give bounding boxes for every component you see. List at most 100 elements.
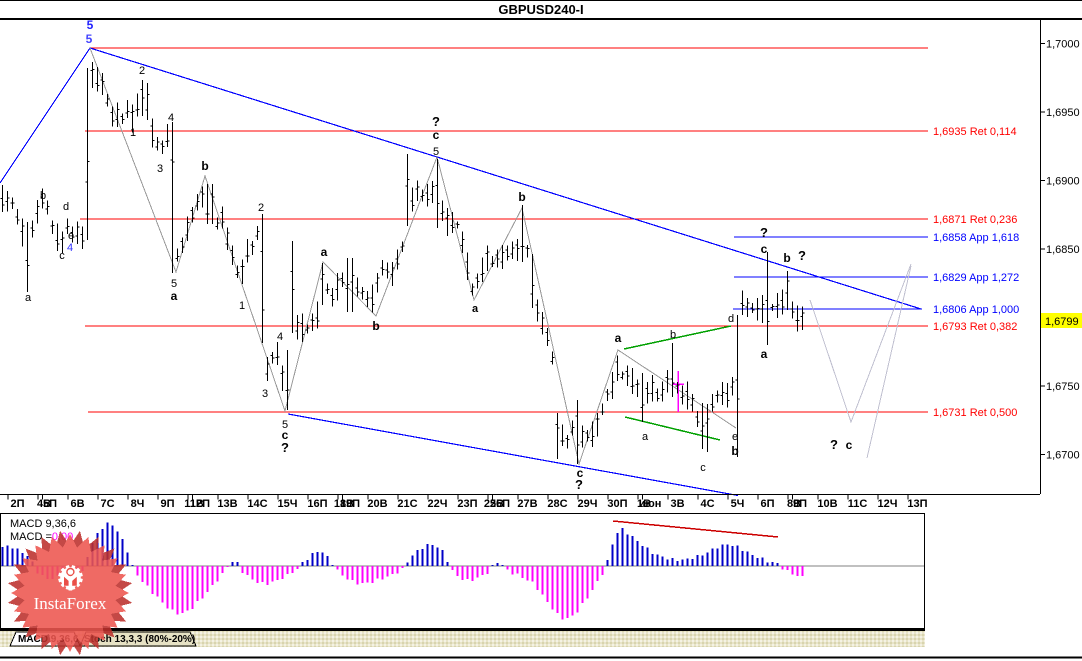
svg-text:GBPUSD240-I: GBPUSD240-I bbox=[498, 2, 583, 17]
svg-text:d: d bbox=[728, 313, 734, 325]
svg-text:1,6871 Ret 0,236: 1,6871 Ret 0,236 bbox=[933, 214, 1017, 226]
svg-text:1,6700: 1,6700 bbox=[1046, 450, 1080, 462]
svg-text:16П: 16П bbox=[307, 498, 327, 510]
svg-text:e: e bbox=[68, 230, 74, 242]
svg-text:5: 5 bbox=[171, 278, 177, 290]
svg-text:1: 1 bbox=[239, 300, 245, 312]
svg-text:e: e bbox=[732, 431, 738, 443]
svg-text:1,6850: 1,6850 bbox=[1046, 244, 1080, 256]
svg-text:22Ч: 22Ч bbox=[428, 498, 448, 510]
svg-text:c: c bbox=[761, 242, 768, 256]
svg-text:4: 4 bbox=[67, 242, 73, 254]
svg-text:b: b bbox=[731, 444, 738, 458]
svg-text:21С: 21С bbox=[397, 498, 417, 510]
svg-text:3: 3 bbox=[157, 163, 163, 175]
svg-text:?: ? bbox=[760, 225, 768, 240]
svg-text:c: c bbox=[282, 428, 289, 442]
svg-text:19П: 19П bbox=[340, 498, 360, 510]
svg-text:c: c bbox=[846, 438, 853, 452]
svg-text:12П: 12П bbox=[190, 498, 210, 510]
svg-text:4С: 4С bbox=[700, 498, 714, 510]
svg-text:c: c bbox=[700, 462, 706, 474]
svg-text:1,6950: 1,6950 bbox=[1046, 107, 1080, 119]
svg-text:5: 5 bbox=[433, 146, 439, 158]
svg-text:1,6806 App 1,000: 1,6806 App 1,000 bbox=[933, 304, 1019, 316]
svg-text:27В: 27В bbox=[517, 498, 537, 510]
svg-text:3В: 3В bbox=[670, 498, 684, 510]
svg-text:7С: 7С bbox=[100, 498, 114, 510]
svg-text:d: d bbox=[63, 201, 69, 213]
svg-text:29Ч: 29Ч bbox=[578, 498, 598, 510]
svg-text:1,6935 Ret 0,114: 1,6935 Ret 0,114 bbox=[933, 126, 1017, 138]
svg-text:28С: 28С bbox=[547, 498, 567, 510]
svg-text:InstaForex: InstaForex bbox=[34, 594, 107, 613]
svg-text:1,7000: 1,7000 bbox=[1046, 39, 1080, 51]
svg-text:4В: 4В bbox=[37, 498, 51, 510]
svg-text:b: b bbox=[783, 251, 790, 265]
svg-text:20В: 20В bbox=[367, 498, 387, 510]
svg-text:5Ч: 5Ч bbox=[731, 498, 745, 510]
svg-text:11В: 11В bbox=[184, 498, 204, 510]
svg-text:6В: 6В bbox=[70, 498, 84, 510]
svg-text:b: b bbox=[372, 319, 379, 333]
svg-text:1В: 1В bbox=[637, 498, 651, 510]
svg-text:30П: 30П bbox=[607, 498, 627, 510]
svg-text:26П: 26П bbox=[490, 498, 510, 510]
svg-text:a: a bbox=[615, 331, 622, 345]
svg-text:10В: 10В bbox=[817, 498, 837, 510]
svg-text:1,6900: 1,6900 bbox=[1046, 176, 1080, 188]
svg-text:MACD 9,36,6: MACD 9,36,6 bbox=[10, 518, 76, 530]
svg-text:9П: 9П bbox=[160, 498, 174, 510]
svg-text:a: a bbox=[761, 347, 768, 361]
svg-text:a: a bbox=[642, 431, 649, 443]
svg-text:?: ? bbox=[830, 437, 838, 452]
svg-text:5: 5 bbox=[282, 419, 288, 431]
svg-text:Stoch 13,3,3 (80%-20%): Stoch 13,3,3 (80%-20%) bbox=[84, 634, 195, 645]
svg-text:6П: 6П bbox=[760, 498, 774, 510]
svg-text:a: a bbox=[321, 245, 328, 259]
svg-text:1,6799: 1,6799 bbox=[1045, 316, 1079, 328]
svg-text:8Ч: 8Ч bbox=[131, 498, 145, 510]
svg-text:a: a bbox=[25, 292, 32, 304]
svg-text:12Ч: 12Ч bbox=[878, 498, 898, 510]
svg-text:1,6731 Ret 0,500: 1,6731 Ret 0,500 bbox=[933, 407, 1017, 419]
svg-text:3: 3 bbox=[262, 388, 268, 400]
svg-text:1: 1 bbox=[130, 127, 136, 139]
svg-text:18В: 18В bbox=[334, 498, 354, 510]
svg-text:4: 4 bbox=[168, 112, 174, 124]
svg-text:1,6793 Ret 0,382: 1,6793 Ret 0,382 bbox=[933, 321, 1017, 333]
svg-text:2: 2 bbox=[139, 65, 145, 77]
svg-text:?: ? bbox=[575, 477, 583, 492]
svg-text:b: b bbox=[40, 190, 46, 202]
svg-text:4: 4 bbox=[277, 331, 283, 343]
svg-text:a: a bbox=[472, 303, 479, 315]
svg-text:25В: 25В bbox=[484, 498, 504, 510]
svg-text:14С: 14С bbox=[247, 498, 267, 510]
svg-text:2: 2 bbox=[258, 202, 264, 214]
svg-text:5: 5 bbox=[86, 32, 93, 46]
svg-text:?: ? bbox=[281, 440, 289, 455]
svg-text:b: b bbox=[518, 190, 525, 204]
svg-text:a: a bbox=[171, 289, 178, 303]
svg-text:11С: 11С bbox=[848, 498, 868, 510]
svg-text:b: b bbox=[670, 329, 676, 341]
svg-text:13В: 13В bbox=[217, 498, 237, 510]
svg-text:?: ? bbox=[798, 248, 806, 263]
svg-text:2П: 2П bbox=[10, 498, 24, 510]
svg-text:c: c bbox=[433, 128, 440, 142]
svg-text:1,6858 App 1,618: 1,6858 App 1,618 bbox=[933, 232, 1019, 244]
svg-text:23П: 23П bbox=[457, 498, 477, 510]
svg-text:?: ? bbox=[432, 114, 440, 129]
svg-text:июн: июн bbox=[639, 498, 662, 510]
svg-text:1,6829 App 1,272: 1,6829 App 1,272 bbox=[933, 272, 1019, 284]
svg-text:c: c bbox=[59, 250, 65, 262]
svg-text:c: c bbox=[577, 466, 584, 480]
svg-text:b: b bbox=[201, 159, 208, 173]
svg-text:9П: 9П bbox=[793, 498, 807, 510]
svg-text:15Ч: 15Ч bbox=[278, 498, 298, 510]
svg-text:5П: 5П bbox=[43, 498, 57, 510]
svg-text:13П: 13П bbox=[907, 498, 927, 510]
svg-text:1,6750: 1,6750 bbox=[1046, 381, 1080, 393]
svg-text:8В: 8В bbox=[787, 498, 801, 510]
svg-text:5: 5 bbox=[87, 18, 94, 32]
